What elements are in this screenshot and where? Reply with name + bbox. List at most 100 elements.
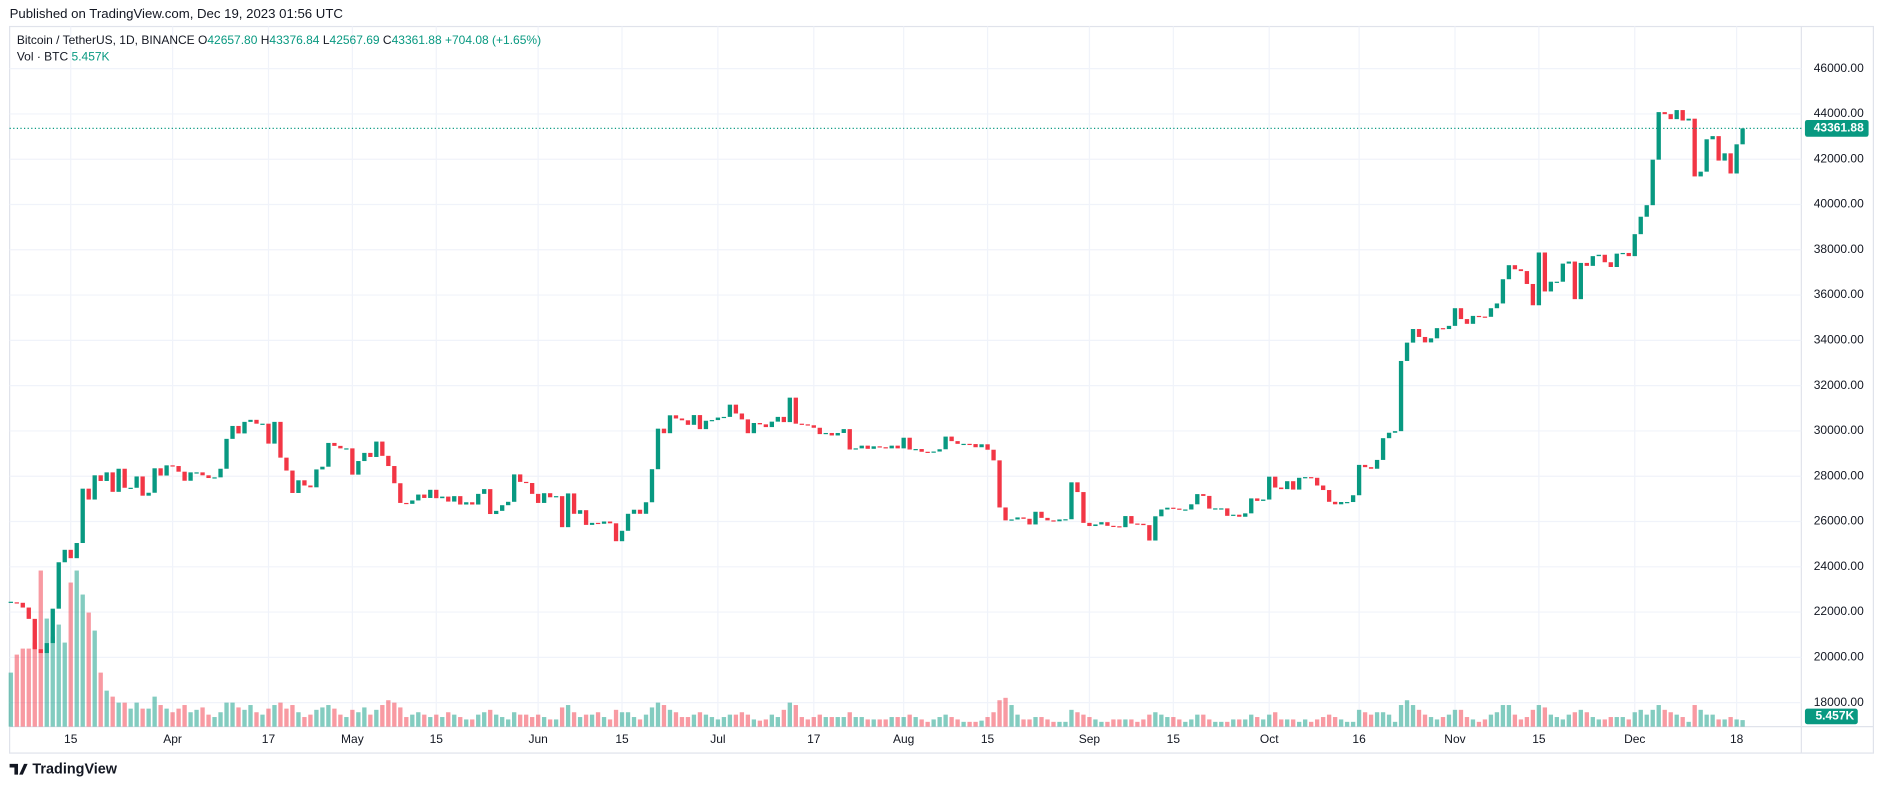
candle-body	[488, 489, 493, 515]
candle-body	[230, 425, 235, 439]
y-tick-label: 38000.00	[1814, 242, 1864, 256]
volume-bar	[1123, 719, 1128, 727]
volume-bar	[152, 696, 157, 727]
candle-body	[1129, 516, 1134, 524]
candle-body	[14, 602, 19, 604]
volume-bar	[476, 714, 481, 727]
x-tick-label: Dec	[1624, 732, 1645, 746]
candle-body	[1075, 482, 1080, 493]
volume-bar	[458, 717, 463, 727]
candle-body	[559, 496, 565, 528]
candle-body	[482, 489, 487, 494]
volume-bar	[128, 708, 133, 727]
volume-bar	[1045, 719, 1050, 727]
volume-bar	[122, 702, 127, 727]
x-tick-label: 16	[1352, 732, 1366, 746]
volume-bar	[272, 705, 277, 727]
volume-bar	[1674, 714, 1679, 727]
candle-body	[1680, 110, 1685, 121]
y-tick-label: 18000.00	[1814, 695, 1864, 709]
x-tick-label: 15	[64, 732, 78, 746]
candle-body	[1728, 153, 1733, 174]
candle-body	[1518, 269, 1524, 272]
candle-body	[1177, 508, 1182, 510]
volume-bar	[80, 594, 85, 727]
candle-body	[1500, 279, 1506, 304]
volume-bar	[937, 717, 942, 727]
candle-body	[1195, 494, 1200, 505]
y-tick-label: 32000.00	[1814, 378, 1864, 392]
volume-bar	[1602, 719, 1607, 727]
candle-body	[1338, 502, 1344, 505]
footer-brand[interactable]: TradingView	[32, 762, 117, 778]
candle-body	[973, 444, 978, 448]
volume-bar	[1039, 717, 1044, 727]
volume-bar	[20, 648, 25, 727]
volume-bar	[356, 712, 361, 727]
volume-bar	[1344, 721, 1350, 727]
volume-bar	[619, 712, 625, 727]
x-tick-label: Jul	[710, 732, 725, 746]
candle-body	[589, 522, 595, 525]
volume-bar	[1422, 714, 1428, 727]
volume-bar	[236, 707, 241, 727]
candle-body	[751, 423, 757, 434]
volume-bar	[1530, 709, 1536, 727]
volume-bar	[1698, 709, 1703, 727]
volume-bar	[1548, 714, 1554, 727]
candle-body	[847, 429, 852, 450]
candle-body	[1273, 476, 1278, 488]
last-price-box	[1804, 119, 1869, 137]
candle-body	[380, 441, 385, 456]
volume-bar	[655, 702, 661, 727]
volume-bar	[482, 712, 487, 727]
candle-body	[80, 488, 85, 544]
candle-body	[1602, 254, 1607, 263]
volume-bar	[871, 719, 876, 727]
candle-body	[1662, 112, 1667, 115]
candle-body	[1422, 336, 1428, 343]
candle-body	[62, 549, 67, 563]
candle-body	[452, 496, 457, 502]
candle-body	[829, 432, 834, 436]
volume-bar	[1159, 714, 1164, 727]
volume-bar	[110, 696, 115, 727]
volume-bar	[613, 709, 619, 727]
volume-bar	[817, 714, 822, 727]
candle-body	[991, 449, 996, 461]
candle-body	[362, 452, 367, 462]
candle-body	[1207, 495, 1212, 509]
volume-bar	[1638, 709, 1643, 727]
candle-body	[775, 416, 780, 422]
volume-bar	[949, 717, 954, 727]
candle-body	[500, 505, 505, 511]
volume-bar	[1716, 719, 1721, 727]
volume-bar	[733, 714, 739, 727]
candle-body	[1488, 308, 1494, 317]
volume-bar	[721, 717, 727, 727]
candle-body	[1398, 360, 1404, 432]
volume-bar	[188, 712, 193, 727]
volume-bar	[1410, 705, 1416, 727]
volume-bar	[1680, 717, 1685, 727]
candle-body	[1069, 482, 1074, 520]
candle-body	[38, 649, 43, 654]
volume-bar	[1740, 720, 1745, 727]
volume-bar	[1518, 719, 1524, 727]
candle-body	[266, 423, 271, 444]
volume-bar	[691, 714, 697, 727]
ohlc-key: C	[383, 33, 392, 47]
volume-bar	[1141, 719, 1146, 727]
candle-body	[997, 460, 1002, 508]
candle-body	[1039, 511, 1044, 518]
candle-body	[967, 443, 972, 446]
volume-bar	[68, 582, 73, 727]
candle-body	[1452, 308, 1458, 326]
volume-bar	[541, 717, 547, 727]
volume-bar	[140, 708, 145, 727]
candle-body	[128, 487, 133, 489]
volume-bar	[1255, 717, 1260, 727]
candle-body	[1219, 508, 1224, 510]
x-tick-label: 17	[262, 732, 276, 746]
volume-bar	[643, 714, 649, 727]
